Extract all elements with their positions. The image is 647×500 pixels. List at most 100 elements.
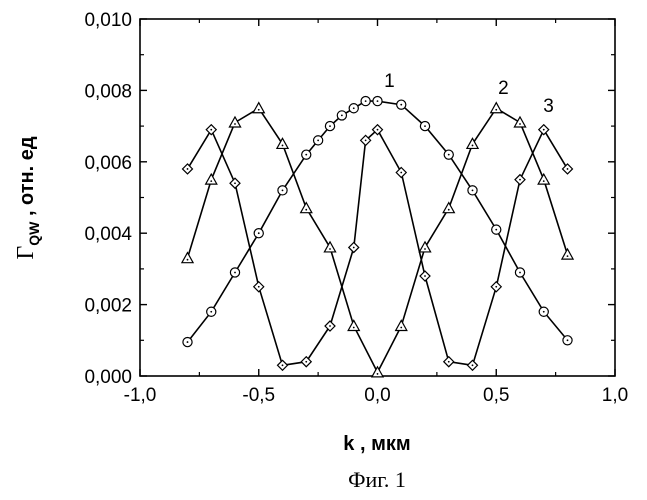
data-point-series-3-dot (282, 364, 284, 366)
data-point-series-2-dot (329, 248, 331, 250)
y-tick-label: 0,008 (84, 81, 132, 102)
data-point-series-1-dot (400, 104, 402, 106)
data-point-series-2 (372, 367, 383, 377)
series-markers (182, 97, 573, 377)
data-point-series-3-dot (377, 129, 379, 131)
data-point-series-1-dot (567, 339, 569, 341)
data-point-series-3-dot (234, 182, 236, 184)
data-point-series-2-dot (567, 255, 569, 257)
data-point-series-2 (253, 103, 264, 113)
data-point-series-2-dot (258, 109, 260, 111)
data-point-series-2 (514, 117, 525, 127)
data-point-series-2-dot (472, 145, 474, 147)
data-point-series-3-dot (567, 168, 569, 170)
y-axis-title-sub: QW (26, 221, 42, 246)
y-axis-title: ΓQW , отн. ед (13, 136, 42, 259)
data-point-series-3-dot (448, 361, 450, 363)
data-point-series-2 (396, 320, 407, 330)
data-point-series-2-dot (400, 327, 402, 329)
data-point-series-1-dot (210, 311, 212, 313)
data-point-series-2 (229, 117, 240, 127)
data-point-series-3-dot (543, 129, 545, 131)
data-point-series-1-dot (282, 189, 284, 191)
data-point-series-1-dot (472, 189, 474, 191)
data-point-series-2 (419, 242, 430, 252)
x-tick-label: -1,0 (124, 385, 157, 406)
data-point-series-3-dot (258, 286, 260, 288)
data-point-series-2 (443, 203, 454, 213)
data-point-series-3-dot (187, 168, 189, 170)
y-tick-label: 0,002 (84, 296, 132, 317)
data-point-series-1-dot (353, 107, 355, 109)
data-point-series-3-dot (210, 129, 212, 131)
data-point-series-2-dot (448, 209, 450, 211)
data-point-series-3-dot (365, 139, 367, 141)
data-point-series-1-dot (365, 100, 367, 102)
data-point-series-2-dot (543, 180, 545, 182)
data-point-series-2-dot (424, 248, 426, 250)
data-point-series-1-dot (519, 272, 521, 274)
axes: -1,0 -0,5 0,0 0,5 1,0 0,000 0,002 0,004 0,006 0,0… (84, 10, 628, 406)
y-tick-label: 0,010 (84, 10, 132, 31)
data-point-series-1-dot (424, 125, 426, 127)
data-point-series-2 (324, 242, 335, 252)
data-point-series-2-dot (519, 123, 521, 125)
data-point-series-3-dot (472, 364, 474, 366)
data-point-series-3-dot (305, 361, 307, 363)
data-point-series-2-dot (305, 209, 307, 211)
y-tick-label: 0,006 (84, 153, 132, 174)
x-tick-label: 0,5 (483, 385, 509, 406)
x-tick-label: 1,0 (602, 385, 628, 406)
data-point-series-1-dot (317, 139, 319, 141)
data-point-series-2-dot (234, 123, 236, 125)
data-point-series-1-dot (305, 154, 307, 156)
series-line-2 (188, 108, 568, 372)
data-point-series-2-dot (187, 259, 189, 261)
data-point-series-3-dot (495, 286, 497, 288)
series-line-3 (188, 130, 568, 366)
curve-label-2: 2 (498, 78, 509, 99)
series-lines (188, 101, 568, 372)
data-point-series-2 (348, 320, 359, 330)
data-point-series-1-dot (234, 272, 236, 274)
data-point-series-2-dot (353, 327, 355, 329)
data-point-series-2-dot (282, 145, 284, 147)
y-tick-label: 0,000 (84, 367, 132, 388)
data-point-series-3-dot (400, 172, 402, 174)
curve-label-3: 3 (543, 96, 554, 117)
data-point-series-1-dot (495, 229, 497, 231)
data-point-series-3-dot (353, 247, 355, 249)
plot-frame (140, 19, 615, 376)
x-tick-label: -0,5 (242, 385, 275, 406)
curve-label-1: 1 (384, 71, 395, 92)
x-axis-title: k , мкм (343, 433, 410, 455)
data-point-series-2 (538, 174, 549, 184)
curve-labels: 1 2 3 (384, 71, 554, 117)
data-point-series-2 (182, 253, 193, 263)
x-tick-label: 0,0 (364, 385, 390, 406)
data-point-series-2-dot (495, 109, 497, 111)
data-point-series-3-dot (329, 325, 331, 327)
data-point-series-3-dot (424, 275, 426, 277)
data-point-series-1-dot (448, 154, 450, 156)
data-point-series-2-dot (210, 180, 212, 182)
data-point-series-3-dot (519, 179, 521, 181)
data-point-series-1-dot (543, 311, 545, 313)
svg-text:ΓQW , отн. ед: ΓQW , отн. ед (13, 136, 42, 259)
data-point-series-1-dot (187, 341, 189, 343)
y-axis-title-rest: , отн. ед (16, 136, 38, 222)
data-point-series-1-dot (258, 232, 260, 234)
data-point-series-2-dot (377, 373, 379, 375)
data-point-series-2 (206, 174, 217, 184)
data-point-series-1-dot (341, 114, 343, 116)
figure-caption: Фиг. 1 (348, 467, 406, 492)
data-point-series-1-dot (377, 100, 379, 102)
data-point-series-2 (491, 103, 502, 113)
data-point-series-2 (562, 249, 573, 259)
y-tick-label: 0,004 (84, 224, 132, 245)
data-point-series-2 (277, 138, 288, 148)
data-point-series-2 (301, 203, 312, 213)
y-axis-title-main: Γ (13, 246, 39, 260)
data-point-series-2 (467, 138, 478, 148)
